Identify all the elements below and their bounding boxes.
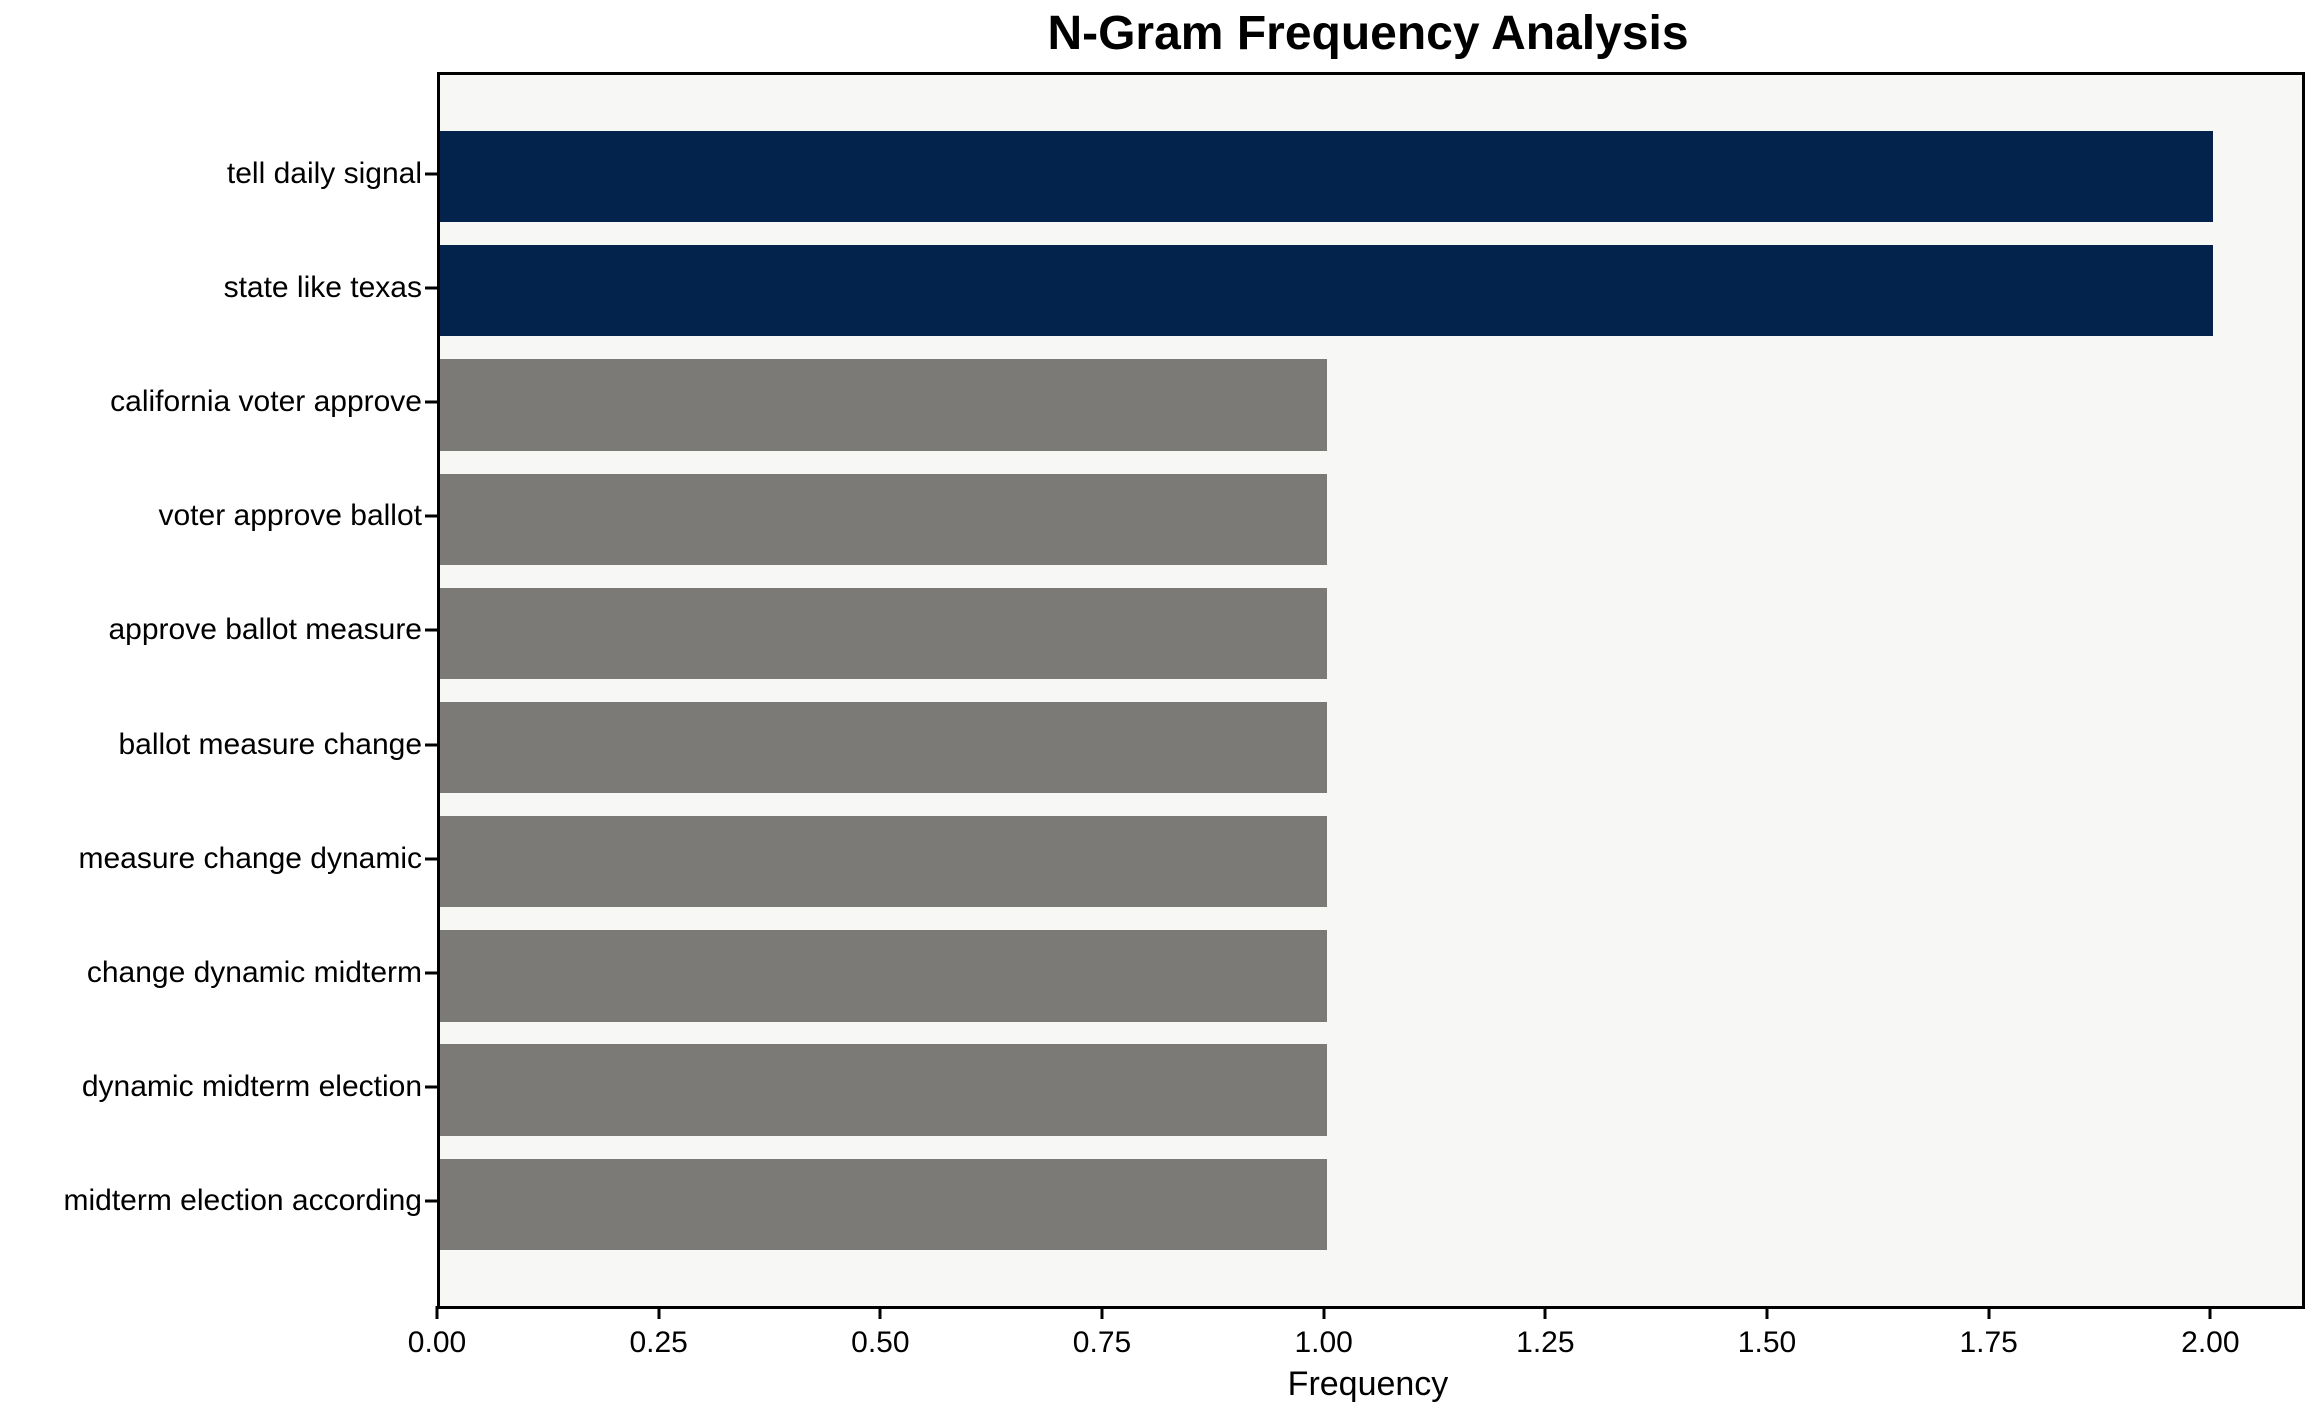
bar-voter-approve-ballot — [440, 473, 1327, 565]
x-axis-label: Frequency — [1287, 1365, 1449, 1403]
x-tick-label: 1.75 — [1959, 1326, 2018, 1359]
y-tick-label: change dynamic midterm — [86, 955, 422, 989]
y-tick-mark — [425, 514, 437, 518]
x-tick-label: 1.25 — [1516, 1326, 1575, 1359]
x-tick-mark — [2208, 1306, 2212, 1319]
y-tick-label: ballot measure change — [118, 727, 422, 761]
x-tick-mark — [1987, 1306, 1991, 1319]
y-tick-label: voter approve ballot — [158, 499, 423, 533]
plot-area — [437, 72, 2305, 1309]
x-tick-label: 1.50 — [1737, 1326, 1797, 1359]
bar-midterm-election-according — [440, 1158, 1327, 1251]
x-tick-mark — [435, 1306, 439, 1319]
x-tick-label: 0.00 — [407, 1326, 467, 1359]
x-tick-mark — [1543, 1306, 1547, 1319]
y-tick-label: tell daily signal — [226, 156, 422, 190]
x-tick-label: 0.50 — [851, 1326, 910, 1359]
bar-change-dynamic-midterm — [440, 930, 1327, 1022]
y-tick-mark — [425, 971, 437, 975]
x-tick-label: 0.75 — [1072, 1326, 1132, 1359]
y-tick-mark — [425, 172, 437, 176]
x-tick-mark — [1322, 1306, 1326, 1319]
y-tick-mark — [425, 1085, 437, 1089]
bar-state-like-texas — [440, 245, 2214, 337]
x-tick-mark — [657, 1306, 661, 1319]
bar-measure-change-dynamic — [440, 816, 1327, 908]
y-tick-label: midterm election according — [63, 1184, 423, 1218]
x-tick-label: 2.00 — [2181, 1326, 2240, 1359]
y-tick-label: california voter approve — [110, 385, 422, 419]
y-tick-label: dynamic midterm election — [81, 1070, 422, 1104]
y-tick-mark — [425, 286, 437, 290]
y-tick-mark — [425, 1199, 437, 1203]
y-tick-mark — [425, 628, 437, 632]
bar-tell-daily-signal — [440, 130, 2214, 223]
y-tick-mark — [425, 857, 437, 861]
y-tick-label: measure change dynamic — [78, 841, 422, 875]
bar-dynamic-midterm-election — [440, 1044, 1327, 1136]
x-tick-label: 0.25 — [629, 1326, 688, 1359]
bar-approve-ballot-measure — [440, 587, 1327, 680]
x-tick-mark — [878, 1306, 882, 1319]
y-tick-label: approve ballot measure — [108, 613, 422, 647]
x-tick-mark — [1100, 1306, 1104, 1319]
x-tick-mark — [1765, 1306, 1769, 1319]
y-tick-mark — [425, 400, 437, 404]
chart-title: N-Gram Frequency Analysis — [1047, 7, 1689, 60]
x-tick-label: 1.00 — [1294, 1326, 1353, 1359]
y-tick-mark — [425, 743, 437, 747]
y-tick-label: state like texas — [223, 270, 422, 304]
bar-ballot-measure-change — [440, 701, 1327, 794]
bar-california-voter-approve — [440, 359, 1327, 451]
